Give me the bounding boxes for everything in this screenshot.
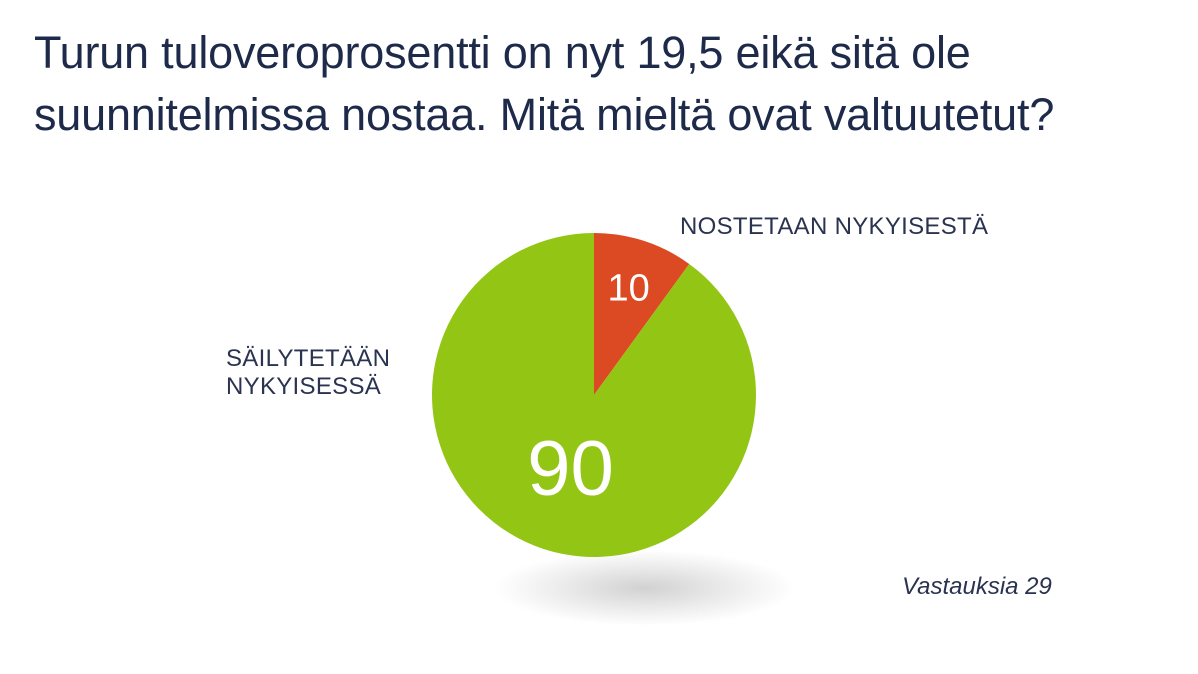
slice-label-raise: NOSTETAAN NYKYISESTÄ (680, 213, 988, 241)
chart-title-line-1: Turun tuloveroprosentti on nyt 19,5 eikä… (34, 27, 971, 78)
pie-value-label-keep: 90 (527, 423, 614, 511)
response-count: Vastauksia 29 (902, 573, 1052, 600)
chart-title: Turun tuloveroprosentti on nyt 19,5 eikä… (34, 22, 1174, 146)
slice-label-keep-line-2: NYKYISESSÄ (226, 373, 382, 400)
pie-value-labels: 10 90 (527, 268, 650, 512)
pie-shadow (495, 550, 795, 626)
pie-slice-raise (594, 233, 690, 395)
pie-slice-keep (431, 233, 756, 557)
pie-slices (431, 233, 756, 557)
slice-label-raise-line-1: NOSTETAAN NYKYISESTÄ (680, 213, 989, 240)
slice-label-keep: SÄILYTETÄÄN NYKYISESSÄ (226, 345, 390, 401)
slice-label-keep-line-1: SÄILYTETÄÄN (226, 345, 391, 372)
chart-title-line-2: suunnitelmissa nostaa. Mitä mieltä ovat … (34, 89, 1055, 140)
pie-value-label-raise: 10 (607, 268, 649, 310)
